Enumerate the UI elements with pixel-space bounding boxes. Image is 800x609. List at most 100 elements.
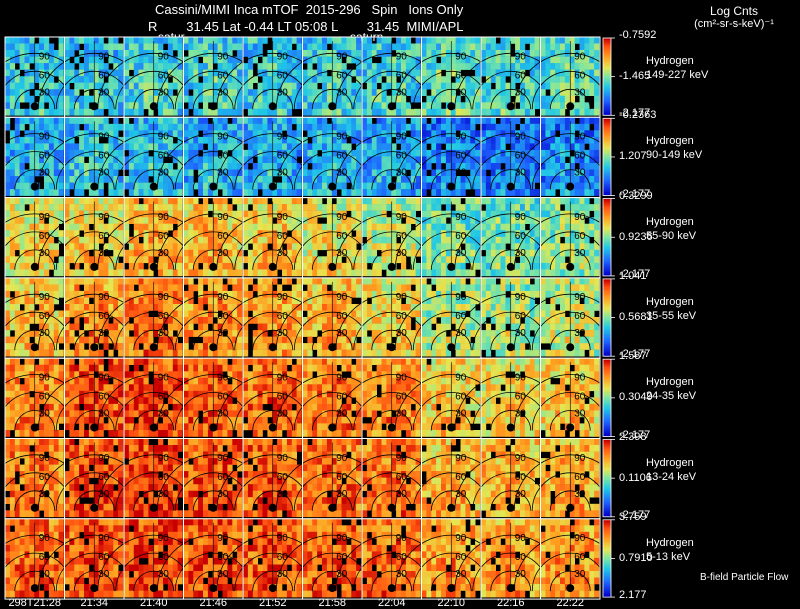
heatmap-pixel: [207, 256, 214, 264]
heatmap-pixel: [376, 123, 382, 131]
heatmap-pixel: [148, 63, 154, 70]
colorbar-segment: [603, 128, 611, 131]
heatmap-pixel: [158, 236, 164, 244]
heatmap-pixel: [331, 123, 337, 131]
heatmap-pixel: [481, 123, 487, 131]
heatmap-pixel: [183, 323, 189, 331]
heatmap-pixel: [128, 102, 135, 110]
heatmap-pixel: [93, 169, 99, 177]
heatmap-pixel: [500, 82, 506, 90]
heatmap-pixel: [401, 95, 407, 103]
heatmap-pixel: [9, 176, 16, 183]
heatmap-pixel: [465, 143, 471, 151]
heatmap-pixel: [475, 197, 481, 205]
heatmap-pixel: [93, 117, 99, 125]
heatmap-pixel: [515, 236, 521, 244]
heatmap-pixel: [356, 197, 362, 205]
heatmap-pixel: [465, 43, 471, 51]
heatmap-pixel: [98, 223, 104, 231]
heatmap-pixel: [312, 102, 318, 110]
heatmap-pixel: [118, 269, 124, 277]
heatmap-pixel: [5, 349, 11, 357]
heatmap-pixel: [465, 50, 471, 57]
heatmap-pixel: [163, 290, 169, 298]
colorbar-segment: [603, 274, 611, 277]
heatmap-pixel: [93, 336, 99, 344]
heatmap-pixel: [39, 69, 45, 77]
heatmap-pixel: [243, 176, 249, 183]
heatmap-pixel: [490, 123, 496, 131]
heatmap-pixel: [9, 204, 16, 211]
heatmap-pixel: [5, 143, 11, 151]
heatmap-pixel: [441, 236, 447, 244]
heatmap-pixel: [64, 50, 70, 57]
colorbar-segment: [603, 260, 611, 263]
heatmap-pixel: [207, 63, 214, 70]
heatmap-pixel: [39, 37, 45, 44]
colorbar-segment: [603, 182, 611, 185]
heatmap-pixel: [426, 76, 432, 83]
heatmap-pixel: [118, 197, 124, 205]
heatmap-pixel: [529, 169, 535, 177]
heatmap-pixel: [441, 249, 447, 257]
heatmap-pixel: [579, 262, 585, 270]
heatmap-pixel: [143, 230, 149, 237]
heatmap-pixel: [500, 95, 506, 103]
heatmap-pixel: [79, 336, 85, 344]
heatmap-pixel: [19, 210, 25, 218]
heatmap-pixel: [103, 262, 109, 270]
heatmap-pixel: [103, 343, 109, 350]
heatmap-pixel: [158, 310, 164, 318]
heatmap-pixel: [19, 236, 25, 244]
heatmap-pixel: [48, 317, 55, 324]
heatmap-pixel: [341, 43, 347, 51]
heatmap-pixel: [455, 149, 461, 157]
heatmap-pixel: [5, 102, 11, 110]
heatmap-pixel: [69, 43, 75, 51]
heatmap-pixel: [108, 189, 114, 196]
heatmap-pixel: [540, 223, 546, 231]
heatmap-pixel: [232, 349, 238, 357]
heatmap-pixel: [177, 43, 183, 51]
heatmap-pixel: [524, 156, 531, 164]
heatmap-pixel: [524, 82, 531, 90]
heatmap-pixel: [247, 262, 254, 270]
heatmap-pixel: [53, 163, 59, 170]
heatmap-pixel: [272, 269, 278, 277]
heatmap-pixel: [69, 102, 75, 110]
heatmap-pixel: [312, 210, 318, 218]
heatmap-pixel: [138, 277, 144, 285]
heatmap-pixel: [465, 210, 471, 218]
heatmap-pixel: [64, 210, 70, 218]
heatmap-pixel: [167, 50, 174, 57]
heatmap-pixel: [247, 249, 254, 257]
contour-label: 90: [455, 51, 467, 62]
heatmap-pixel: [9, 336, 16, 344]
heatmap-pixel: [485, 156, 492, 164]
heatmap-pixel: [410, 108, 416, 116]
heatmap-pixel: [584, 69, 590, 77]
heatmap-pixel: [93, 349, 99, 357]
heatmap-pixel: [579, 43, 585, 51]
heatmap-pixel: [232, 243, 238, 251]
heatmap-pixel: [386, 123, 392, 131]
heatmap-pixel: [307, 43, 313, 51]
heatmap-pixel: [44, 50, 50, 57]
heatmap-pixel: [396, 69, 402, 77]
heatmap-pixel: [74, 56, 80, 64]
heatmap-pixel: [79, 243, 85, 251]
heatmap-pixel: [48, 262, 55, 270]
heatmap-pixel: [589, 230, 595, 237]
heatmap-pixel: [520, 169, 526, 177]
colorbar-segment: [603, 96, 611, 99]
heatmap-pixel: [153, 197, 159, 205]
heatmap-pixel: [133, 310, 139, 318]
heatmap-pixel: [172, 317, 178, 324]
heatmap-pixel: [322, 182, 328, 190]
heatmap-pixel: [490, 156, 496, 164]
heatmap-pixel: [124, 143, 130, 151]
heatmap-pixel: [24, 304, 30, 311]
heatmap-pixel: [88, 189, 95, 196]
heatmap-pixel: [465, 130, 471, 138]
